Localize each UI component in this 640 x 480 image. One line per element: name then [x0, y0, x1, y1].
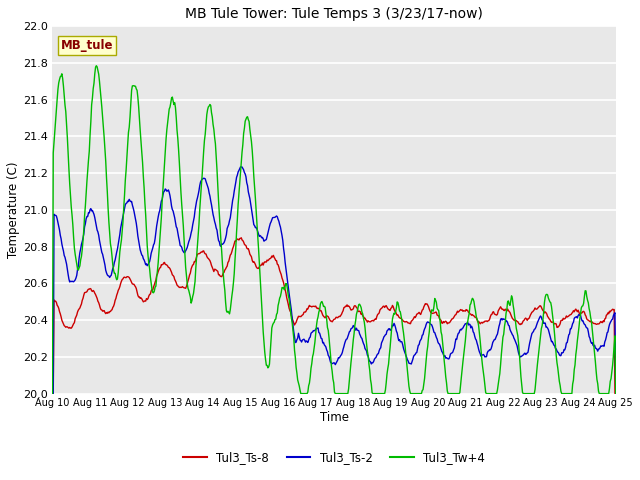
Y-axis label: Temperature (C): Temperature (C)	[7, 162, 20, 258]
Title: MB Tule Tower: Tule Temps 3 (3/23/17-now): MB Tule Tower: Tule Temps 3 (3/23/17-now…	[185, 7, 483, 21]
X-axis label: Time: Time	[319, 411, 349, 424]
Text: MB_tule: MB_tule	[61, 39, 113, 52]
Legend: Tul3_Ts-8, Tul3_Ts-2, Tul3_Tw+4: Tul3_Ts-8, Tul3_Ts-2, Tul3_Tw+4	[179, 446, 490, 468]
